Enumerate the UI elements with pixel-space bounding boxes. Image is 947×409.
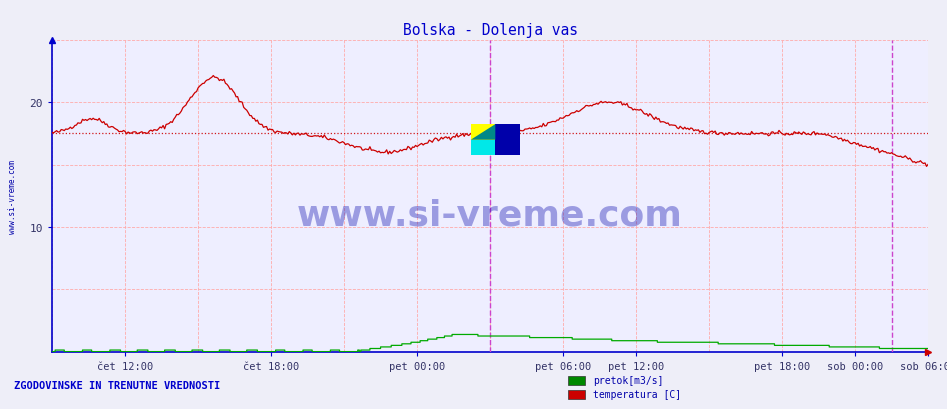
- Bar: [495, 125, 520, 156]
- Text: www.si-vreme.com: www.si-vreme.com: [8, 160, 17, 233]
- Text: pretok[m3/s]: pretok[m3/s]: [593, 375, 663, 385]
- Text: www.si-vreme.com: www.si-vreme.com: [297, 198, 683, 232]
- Text: ZGODOVINSKE IN TRENUTNE VREDNOSTI: ZGODOVINSKE IN TRENUTNE VREDNOSTI: [14, 380, 221, 391]
- Text: temperatura [C]: temperatura [C]: [593, 389, 681, 399]
- Title: Bolska - Dolenja vas: Bolska - Dolenja vas: [402, 23, 578, 38]
- Bar: [471, 125, 495, 140]
- Bar: [471, 140, 495, 156]
- Polygon shape: [471, 125, 495, 140]
